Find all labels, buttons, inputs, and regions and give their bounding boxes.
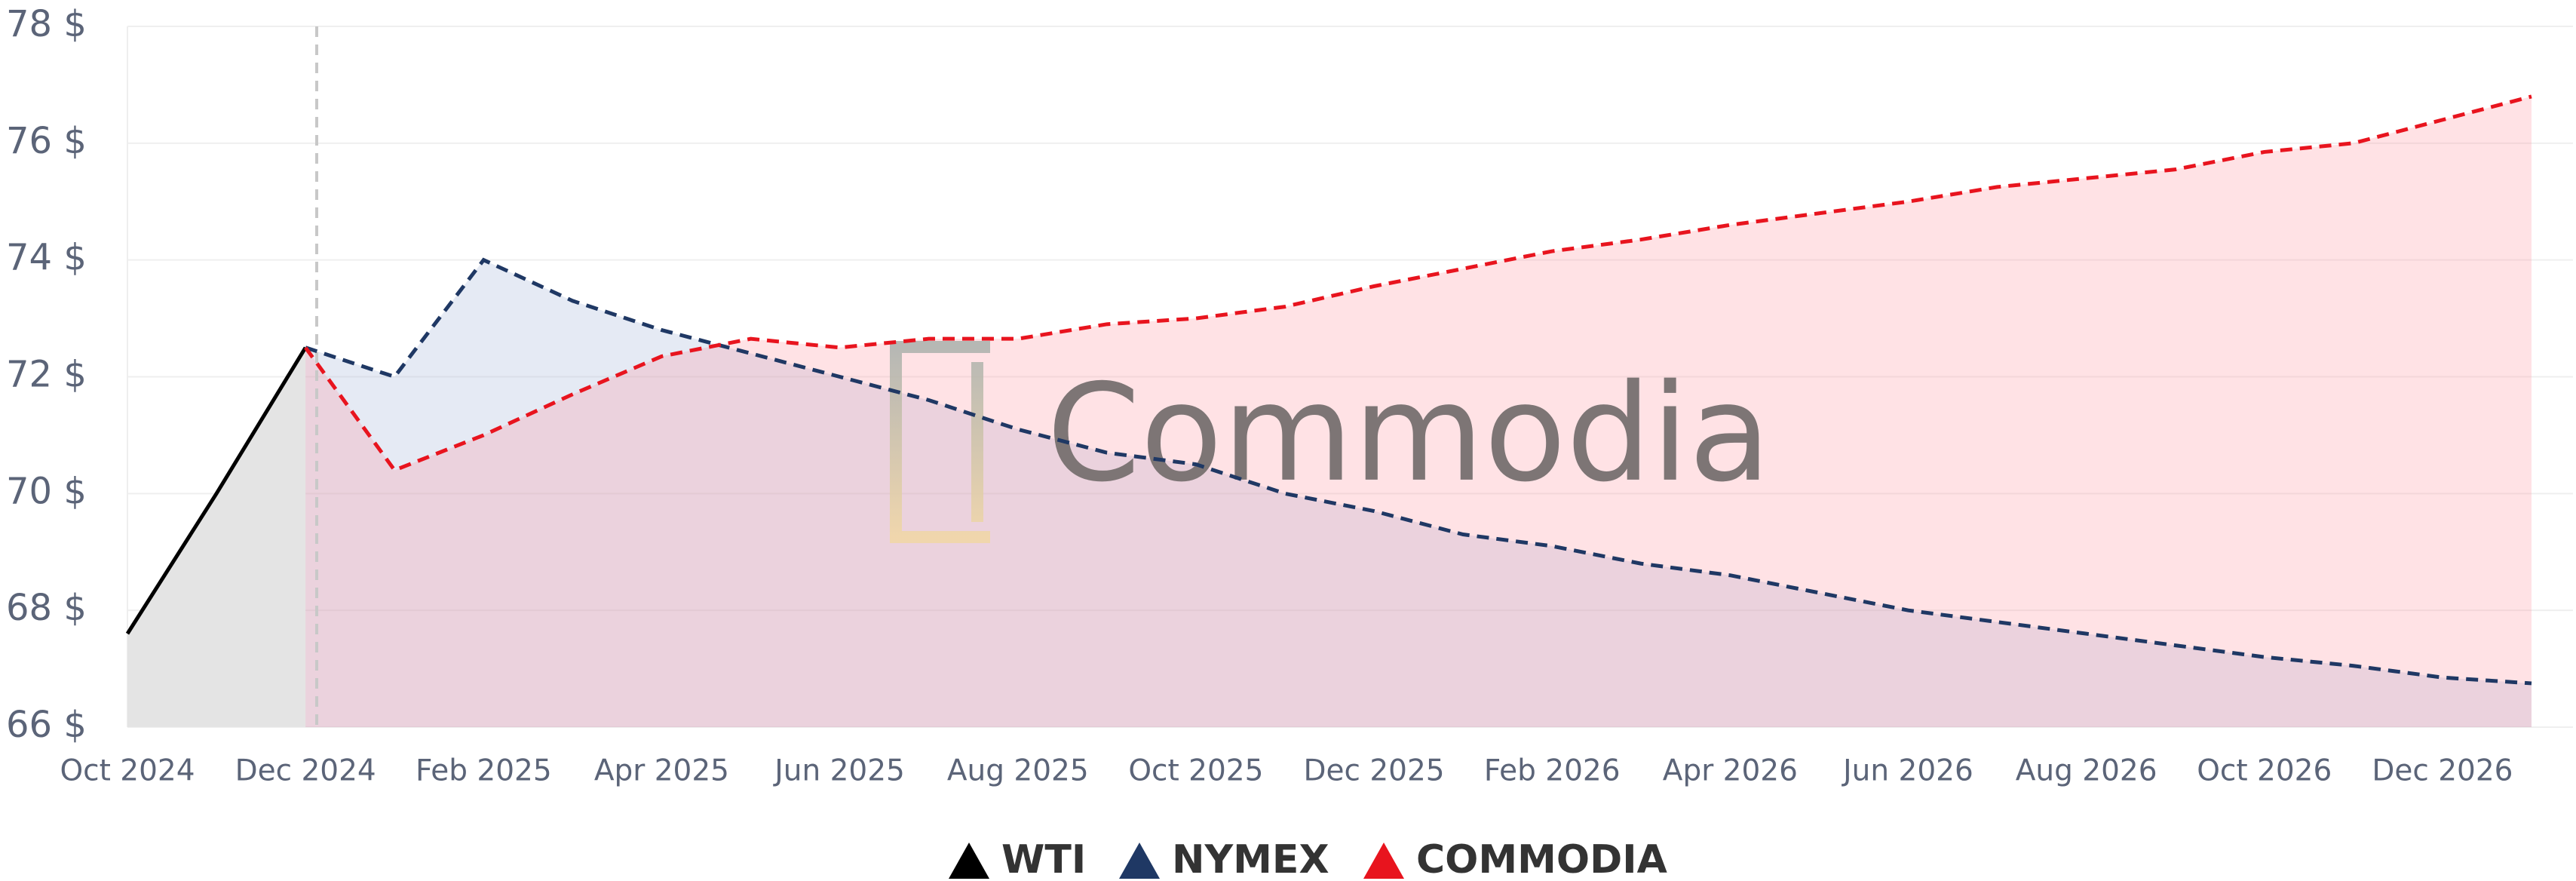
watermark-logo [890, 341, 990, 543]
series-line [304, 94, 2532, 473]
legend-label: NYMEX [1172, 837, 1329, 881]
logo-bracket [890, 341, 990, 543]
y-tick-label: 74 $ [6, 237, 87, 279]
legend-label: WTI [1001, 837, 1086, 881]
x-tick-label: Dec 2025 [1303, 754, 1444, 788]
x-tick-label: Aug 2026 [2016, 754, 2157, 788]
x-tick-label: Oct 2026 [2197, 754, 2332, 788]
y-tick-label: 66 $ [6, 704, 87, 746]
y-tick-label: 70 $ [6, 470, 87, 512]
series-line [305, 257, 2532, 686]
watermark: Commodia [1047, 355, 1771, 511]
x-tick-label: Jun 2025 [772, 754, 905, 788]
area [305, 96, 2532, 727]
x-tick-label: Aug 2025 [947, 754, 1089, 788]
legend-label: COMMODIA [1416, 837, 1667, 881]
y-tick-label: 78 $ [6, 3, 87, 45]
x-tick-label: Oct 2025 [1128, 754, 1263, 788]
y-tick-label: 68 $ [6, 587, 87, 629]
x-tick-label: Dec 2024 [235, 754, 376, 788]
x-tick-label: Apr 2026 [1663, 754, 1798, 788]
legend-marker [1363, 843, 1404, 879]
x-tick-label: Dec 2026 [2372, 754, 2513, 788]
area [305, 259, 2532, 728]
y-tick-label: 76 $ [6, 120, 87, 162]
area [127, 347, 306, 727]
legend-marker [1119, 843, 1160, 879]
x-tick-label: Oct 2024 [60, 754, 195, 788]
x-tick-label: Jun 2026 [1841, 754, 1973, 788]
series-line [125, 346, 308, 635]
x-tick-label: Apr 2025 [594, 754, 729, 788]
x-tick-label: Feb 2026 [1484, 754, 1621, 788]
x-tick-label: Feb 2025 [416, 754, 552, 788]
y-tick-label: 72 $ [6, 354, 87, 396]
legend-marker [949, 843, 989, 879]
